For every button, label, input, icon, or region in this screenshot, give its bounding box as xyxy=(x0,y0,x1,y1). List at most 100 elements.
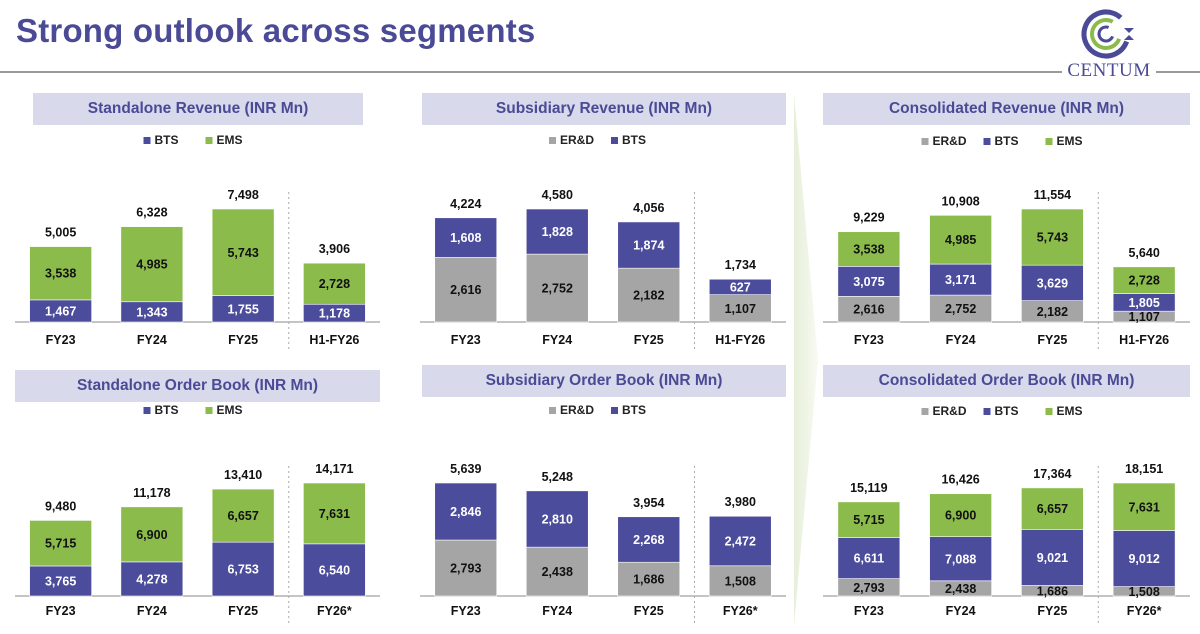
bar-erd xyxy=(434,539,498,597)
total-label: 3,906 xyxy=(319,242,350,256)
segment-label: 2,793 xyxy=(853,581,884,595)
x-tick-label: FY23 xyxy=(46,604,76,618)
x-tick-label: FY23 xyxy=(46,333,76,347)
bar-ems xyxy=(303,482,366,545)
x-tick-label: FY24 xyxy=(542,333,572,347)
bar-ems xyxy=(929,215,992,265)
bar-ems xyxy=(837,231,901,267)
legend-swatch-bts xyxy=(143,137,151,144)
segment-label: 1,608 xyxy=(450,231,481,245)
segment-label: 2,616 xyxy=(450,283,481,297)
legend-label: EMS xyxy=(1057,404,1083,418)
total-label: 14,171 xyxy=(315,462,353,476)
segment-label: 1,686 xyxy=(633,573,664,587)
bar-bts xyxy=(525,208,589,255)
total-label: 13,410 xyxy=(224,468,262,482)
x-tick-label: H1-FY26 xyxy=(1119,333,1169,347)
x-tick-label: FY25 xyxy=(1037,333,1067,347)
bar-erd xyxy=(617,267,681,323)
bar-erd xyxy=(525,546,589,597)
x-tick-label: FY25 xyxy=(1037,604,1067,618)
total-label: 4,224 xyxy=(450,197,481,211)
segment-label: 1,107 xyxy=(1128,310,1159,324)
segment-label: 2,810 xyxy=(542,512,573,526)
segment-label: 6,900 xyxy=(945,509,976,523)
legend-label: BTS xyxy=(622,133,646,147)
segment-label: 627 xyxy=(730,280,751,294)
bar-bts xyxy=(837,266,901,297)
legend-label: BTS xyxy=(155,403,179,417)
legend-label: BTS xyxy=(995,134,1019,148)
segment-label: 2,752 xyxy=(542,282,573,296)
bar-ems xyxy=(303,262,366,305)
legend-label: ER&D xyxy=(560,133,594,147)
segment-label: 5,715 xyxy=(45,537,76,551)
bar-bts xyxy=(617,221,681,269)
x-tick-label: FY25 xyxy=(634,333,664,347)
segment-label: 1,874 xyxy=(633,239,664,253)
total-label: 4,056 xyxy=(633,201,664,215)
segment-label: 5,743 xyxy=(227,246,258,260)
x-tick-label: FY26* xyxy=(723,604,758,618)
bar-ems xyxy=(837,501,901,538)
total-label: 5,005 xyxy=(45,226,76,240)
total-label: 5,248 xyxy=(542,470,573,484)
segment-label: 1,107 xyxy=(725,302,756,316)
x-tick-label: FY25 xyxy=(228,604,258,618)
legend-swatch-bts xyxy=(143,407,151,414)
segment-label: 1,178 xyxy=(319,307,350,321)
total-label: 5,640 xyxy=(1128,246,1159,260)
segment-label: 2,268 xyxy=(633,533,664,547)
bar-ems xyxy=(929,493,992,537)
segment-label: 2,616 xyxy=(853,303,884,317)
x-tick-label: FY24 xyxy=(137,333,167,347)
bar-erd xyxy=(708,294,772,323)
logo-text: CENTUM xyxy=(1067,60,1151,81)
standalone-revenue-title: Standalone Revenue (INR Mn) xyxy=(33,93,363,125)
x-tick-label: FY23 xyxy=(854,604,884,618)
total-label: 11,554 xyxy=(1034,188,1072,202)
bar-erd xyxy=(525,253,589,323)
segment-label: 7,631 xyxy=(319,507,350,521)
legend-label: EMS xyxy=(217,403,243,417)
segment-label: 7,088 xyxy=(945,552,976,566)
legend-swatch-erd xyxy=(549,137,556,144)
bar-ems xyxy=(1021,487,1084,530)
legend-swatch-ems xyxy=(1045,408,1053,415)
segment-label: 9,012 xyxy=(1128,552,1159,566)
segment-label: 2,182 xyxy=(1037,305,1068,319)
bar-bts xyxy=(211,295,275,323)
subsidiary-order-book-title: Subsidiary Order Book (INR Mn) xyxy=(422,365,786,397)
subsidiary-revenue-title: Subsidiary Revenue (INR Mn) xyxy=(422,93,786,125)
segment-label: 3,171 xyxy=(945,273,976,287)
subsidiary-order-book-chart: ER&D BTS 2,793 2,846 5,639 FY23 2,438 2,810 5,24… xyxy=(420,403,786,626)
bar-bts xyxy=(303,543,366,597)
segment-label: 1,828 xyxy=(542,225,573,239)
bar-erd xyxy=(434,257,498,323)
segment-label: 6,540 xyxy=(319,563,350,577)
segment-label: 6,657 xyxy=(1037,502,1068,516)
segment-label: 3,629 xyxy=(1037,276,1068,290)
bar-ems xyxy=(1112,266,1176,294)
segment-label: 2,752 xyxy=(945,302,976,316)
total-label: 17,364 xyxy=(1033,467,1071,481)
segment-label: 5,743 xyxy=(1037,231,1068,245)
legend-swatch-bts xyxy=(983,138,991,145)
x-tick-label: FY26* xyxy=(1127,604,1162,618)
bar-bts xyxy=(1021,264,1084,301)
legend-swatch-bts xyxy=(611,407,618,414)
page-title: Strong outlook across segments xyxy=(16,12,536,49)
legend-swatch-erd xyxy=(921,138,929,145)
legend-swatch-bts xyxy=(611,137,618,144)
total-label: 3,954 xyxy=(633,496,664,510)
x-tick-label: FY25 xyxy=(634,604,664,618)
segment-label: 2,438 xyxy=(945,582,976,596)
bar-ems xyxy=(120,226,184,303)
segment-label: 3,765 xyxy=(45,574,76,588)
total-label: 3,980 xyxy=(725,495,756,509)
consolidated-order-book-chart: ER&D BTS EMS 2,793 6,611 5,715 15,119 FY23 2,438… xyxy=(823,404,1190,626)
total-label: 1,734 xyxy=(725,258,756,272)
segment-label: 2,472 xyxy=(725,535,756,549)
segment-label: 6,753 xyxy=(227,563,258,577)
total-label: 4,580 xyxy=(542,188,573,202)
